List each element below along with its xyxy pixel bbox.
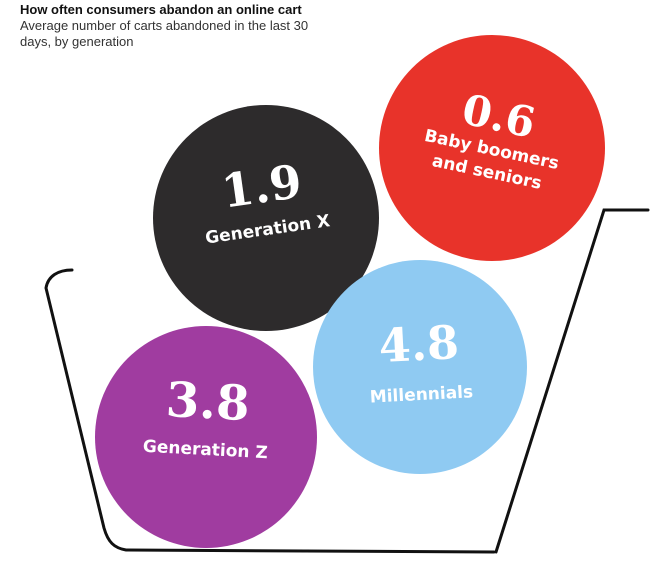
cart-handle-outline: [494, 208, 650, 554]
cart-basket-outline: [44, 268, 496, 554]
bubble-circle-generation-z: [95, 326, 317, 548]
bubble-value-generation-z: 3.8: [165, 372, 251, 432]
chart-header: How often consumers abandon an online ca…: [20, 2, 340, 50]
bubble-circle-baby-boomers-and-seniors: [379, 35, 605, 261]
bubble-circle-generation-x: [153, 105, 379, 331]
chart-title: How often consumers abandon an online ca…: [20, 2, 302, 17]
bubble-value-millennials: 4.8: [377, 315, 460, 373]
bubble-value-generation-x: 1.9: [218, 154, 305, 219]
chart-subtitle: Average number of carts abandoned in the…: [20, 18, 309, 49]
bubble-circle-millennials: [313, 260, 527, 474]
